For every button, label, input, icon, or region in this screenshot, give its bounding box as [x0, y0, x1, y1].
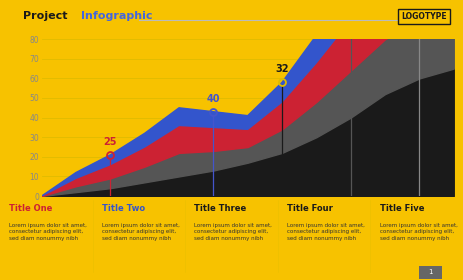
Text: Title Four: Title Four [287, 204, 333, 213]
Text: Lorem ipsum dolor sit amet,
consectetur adipiscing elit,
sed diam nonummy nibh: Lorem ipsum dolor sit amet, consectetur … [102, 223, 180, 241]
Text: 40: 40 [206, 94, 220, 104]
Text: Infographic: Infographic [81, 11, 152, 21]
Text: Lorem ipsum dolor sit amet,
consectetur adipiscing elit,
sed diam nonummy nibh: Lorem ipsum dolor sit amet, consectetur … [9, 223, 87, 241]
Text: 1: 1 [428, 269, 433, 276]
Text: Title One: Title One [9, 204, 53, 213]
Text: Lorem ipsum dolor sit amet,
consectetur adipiscing elit,
sed diam nonummy nibh: Lorem ipsum dolor sit amet, consectetur … [287, 223, 365, 241]
Text: Title Five: Title Five [380, 204, 424, 213]
Text: 25: 25 [104, 137, 117, 147]
Text: 32: 32 [275, 64, 289, 74]
Text: Lorem ipsum dolor sit amet,
consectetur adipiscing elit,
sed diam nonummy nibh: Lorem ipsum dolor sit amet, consectetur … [194, 223, 272, 241]
Text: Title Three: Title Three [194, 204, 247, 213]
Text: Project: Project [23, 11, 68, 21]
Text: LOGOTYPE: LOGOTYPE [401, 12, 446, 21]
Text: Title Two: Title Two [102, 204, 145, 213]
FancyBboxPatch shape [419, 266, 442, 279]
Text: Lorem ipsum dolor sit amet,
consectetur adipiscing elit,
sed diam nonummy nibh: Lorem ipsum dolor sit amet, consectetur … [380, 223, 457, 241]
